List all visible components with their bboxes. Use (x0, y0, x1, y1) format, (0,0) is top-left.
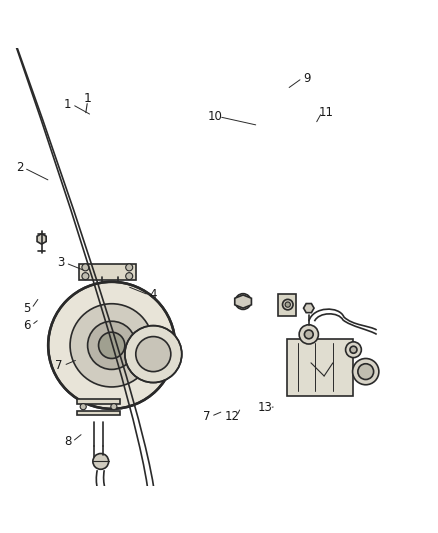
Polygon shape (79, 264, 136, 280)
Polygon shape (278, 294, 296, 316)
Text: 1: 1 (64, 98, 72, 111)
Circle shape (82, 264, 89, 271)
Text: 1: 1 (84, 92, 92, 105)
Circle shape (283, 300, 293, 310)
Text: 7: 7 (203, 410, 211, 423)
Circle shape (82, 273, 89, 280)
Circle shape (353, 359, 379, 385)
Polygon shape (37, 233, 46, 244)
Polygon shape (77, 399, 120, 403)
Text: 4: 4 (149, 288, 157, 302)
Text: 8: 8 (64, 435, 71, 448)
Circle shape (346, 342, 361, 358)
Circle shape (70, 304, 153, 387)
Circle shape (299, 325, 318, 344)
Bar (287, 339, 353, 395)
Circle shape (48, 282, 175, 409)
Text: 2: 2 (16, 161, 24, 174)
Polygon shape (77, 411, 120, 415)
Circle shape (125, 326, 182, 383)
Polygon shape (304, 304, 314, 313)
Circle shape (99, 332, 125, 359)
Circle shape (80, 403, 86, 410)
Text: 9: 9 (303, 71, 311, 85)
Text: 12: 12 (225, 410, 240, 423)
Circle shape (235, 294, 251, 310)
Text: 7: 7 (55, 359, 63, 372)
Circle shape (136, 336, 171, 372)
Circle shape (111, 403, 117, 410)
Polygon shape (235, 295, 251, 308)
Circle shape (239, 297, 247, 306)
Circle shape (350, 346, 357, 353)
Circle shape (285, 302, 290, 307)
Circle shape (126, 273, 133, 280)
Circle shape (304, 330, 313, 339)
Text: 10: 10 (207, 110, 222, 123)
Circle shape (126, 264, 133, 271)
Text: 5: 5 (24, 302, 31, 315)
Circle shape (93, 454, 109, 469)
Text: 13: 13 (258, 401, 272, 414)
Circle shape (358, 364, 374, 379)
Text: 3: 3 (58, 256, 65, 270)
Text: 6: 6 (23, 319, 31, 332)
Text: 11: 11 (319, 106, 334, 119)
Circle shape (88, 321, 136, 369)
